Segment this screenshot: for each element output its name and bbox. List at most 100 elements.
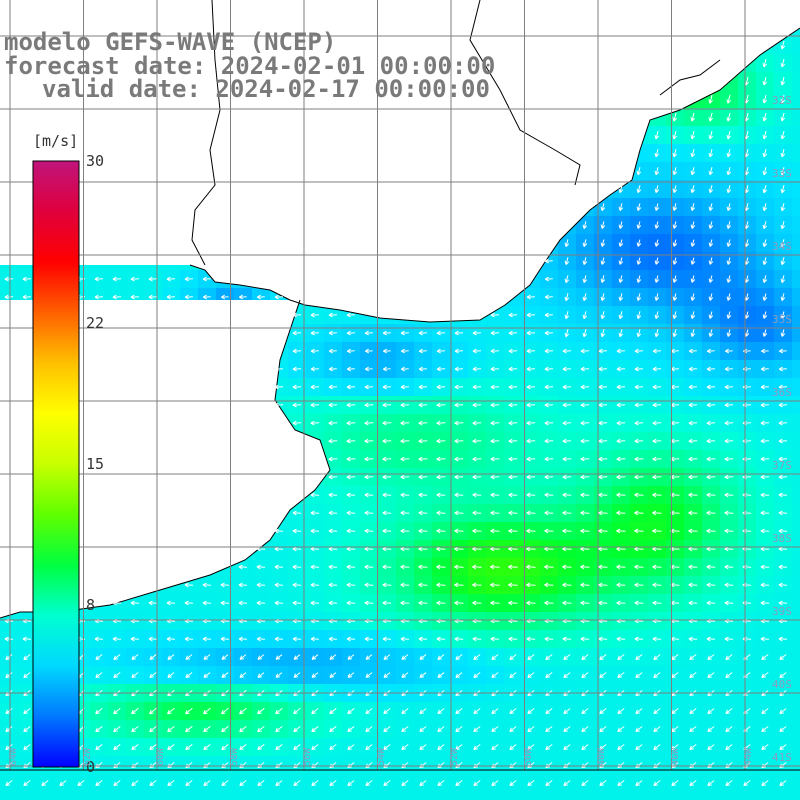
- latitude-label: 38S: [772, 532, 792, 545]
- latitude-label: 41S: [772, 751, 792, 764]
- longitude-label: 50W: [522, 747, 534, 766]
- latitude-label: 40S: [772, 678, 792, 691]
- wind-cell: [792, 36, 800, 55]
- wind-cell: [270, 792, 289, 800]
- wind-cell: [36, 792, 55, 800]
- wind-cell: [792, 216, 800, 235]
- wind-cell: [450, 792, 469, 800]
- latitude-label: 37S: [772, 459, 792, 472]
- wind-cell: [72, 792, 91, 800]
- wind-cell: [108, 792, 127, 800]
- wind-cell: [792, 612, 800, 631]
- wind-cell: [792, 702, 800, 721]
- wind-cell: [792, 558, 800, 577]
- valid-date: valid date: 2024-02-17 00:00:00: [42, 75, 490, 103]
- colorbar-gradient: [32, 160, 80, 768]
- wind-cell: [252, 792, 271, 800]
- wind-cell: [792, 468, 800, 487]
- wind-cell: [414, 792, 433, 800]
- wind-cell: [792, 252, 800, 271]
- wind-cell: [360, 792, 379, 800]
- wind-cell: [144, 792, 163, 800]
- wind-cell: [504, 792, 523, 800]
- colorbar-unit: [m/s]: [33, 132, 79, 150]
- wind-cell: [792, 108, 800, 127]
- longitude-label: 56W: [302, 747, 313, 766]
- wind-cell: [792, 522, 800, 541]
- wind-cell: [792, 720, 800, 739]
- wind-cell: [288, 792, 307, 800]
- wind-cell: [486, 792, 505, 800]
- wind-cell: [792, 738, 800, 757]
- wind-cell: [162, 792, 181, 800]
- wind-cell: [54, 792, 73, 800]
- wind-cell: [396, 792, 415, 800]
- wind-cell: [792, 666, 800, 685]
- longitude-label: 60W: [155, 747, 166, 766]
- wind-cell: [792, 540, 800, 559]
- wind-cell: [378, 792, 397, 800]
- wind-cell: [792, 234, 800, 253]
- wind-cell: [306, 792, 325, 800]
- wind-cell: [576, 792, 595, 800]
- wind-cell: [792, 414, 800, 433]
- wind-cell: [342, 792, 361, 800]
- colorbar-tick-label: 30: [86, 152, 105, 170]
- longitude-label: 58W: [228, 747, 240, 766]
- wind-cell: [720, 792, 739, 800]
- wind-cell: [522, 792, 541, 800]
- colorbar-tick-label: 15: [86, 455, 105, 473]
- wind-cell: [792, 144, 800, 163]
- wind-cell: [792, 288, 800, 307]
- wind-cell: [90, 792, 109, 800]
- latitude-label: 34S: [772, 240, 792, 253]
- latitude-label: 36S: [772, 386, 792, 399]
- longitude-label: 54W: [375, 747, 387, 766]
- wind-cell: [684, 792, 703, 800]
- longitude-label: 62W: [81, 747, 93, 766]
- wind-cell: [792, 774, 800, 793]
- wind-cell: [792, 270, 800, 289]
- wind-cell: [18, 792, 37, 800]
- latitude-label: 39S: [772, 605, 792, 618]
- wind-cell: [180, 792, 199, 800]
- longitude-label: 48W: [596, 747, 607, 766]
- wind-cell: [792, 792, 800, 800]
- wind-cell: [702, 792, 721, 800]
- wind-cell: [792, 162, 800, 181]
- wind-cell: [198, 792, 217, 800]
- latitude-label: 32S: [772, 94, 792, 107]
- model-title: modelo GEFS-WAVE (NCEP): [4, 28, 337, 56]
- wind-cell: [324, 792, 343, 800]
- wind-cell: [792, 756, 800, 775]
- wind-cell: [792, 504, 800, 523]
- wind-cell: [648, 792, 667, 800]
- wind-cell: [792, 72, 800, 91]
- wind-cell: [774, 792, 793, 800]
- wind-cell: [738, 792, 757, 800]
- wind-cell: [540, 792, 559, 800]
- wind-cell: [792, 576, 800, 595]
- wind-cell: [792, 54, 800, 73]
- wind-cell: [792, 648, 800, 667]
- wind-cell: [792, 342, 800, 361]
- wind-cell: [0, 792, 19, 800]
- longitude-label: 52W: [449, 747, 460, 766]
- wind-cell: [756, 792, 775, 800]
- wind-cell: [594, 792, 613, 800]
- wind-cell: [558, 792, 577, 800]
- wind-cell: [792, 126, 800, 145]
- wind-cell: [468, 792, 487, 800]
- wind-cell: [666, 792, 685, 800]
- colorbar-tick-label: 22: [86, 313, 105, 332]
- wind-cell: [792, 486, 800, 505]
- wind-cell: [792, 90, 800, 109]
- longitude-label: 46W: [669, 747, 681, 766]
- wind-cell: [792, 630, 800, 649]
- wind-cell: [630, 792, 649, 800]
- wind-cell: [612, 792, 631, 800]
- wind-cell: [792, 180, 800, 199]
- wind-cell: [234, 792, 253, 800]
